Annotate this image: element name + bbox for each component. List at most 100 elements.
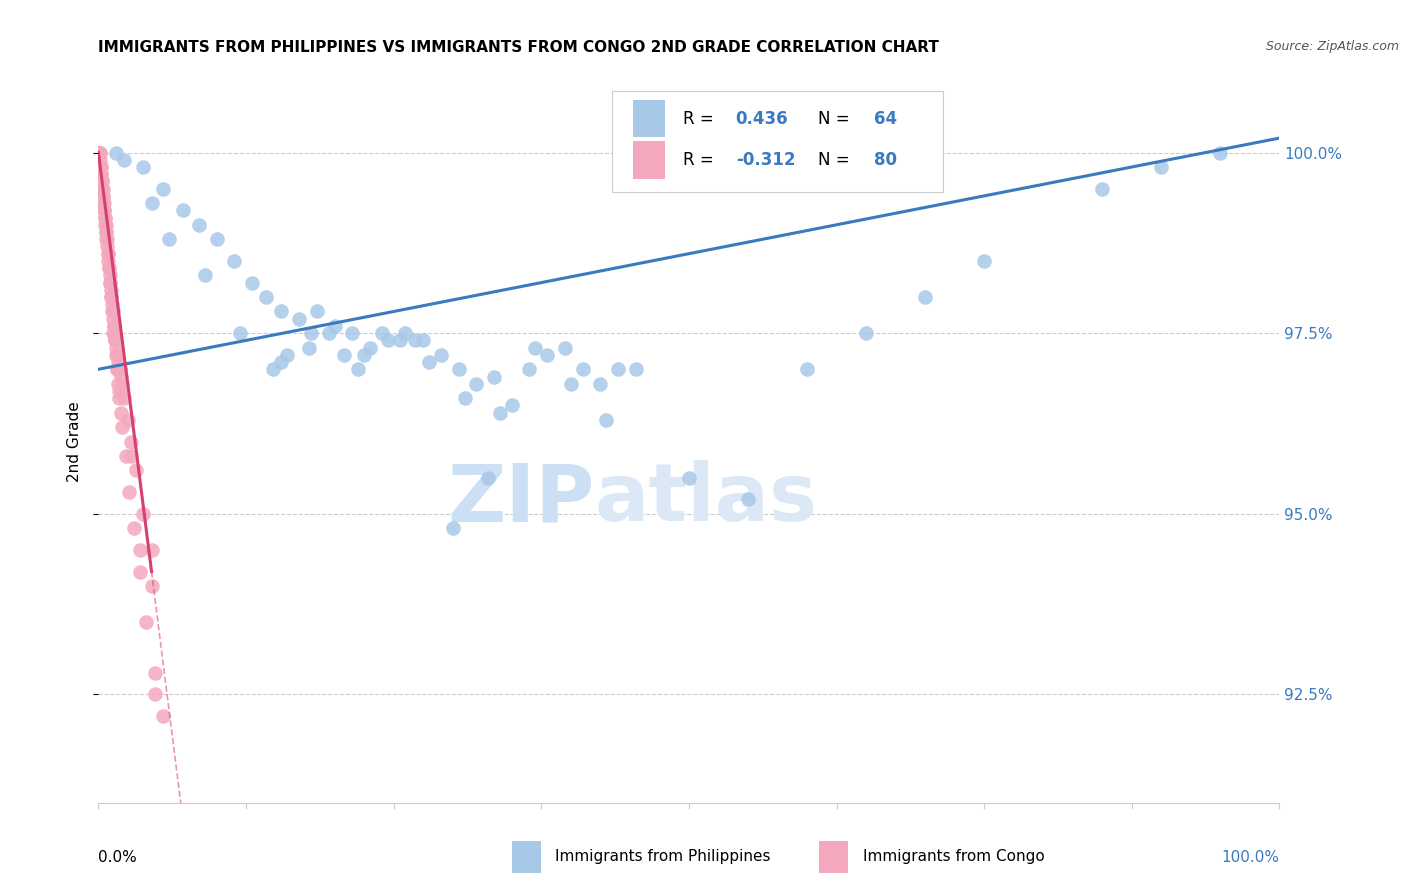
Text: 0.0%: 0.0% <box>98 850 138 864</box>
Point <box>110 369 132 384</box>
Point <box>105 362 128 376</box>
Point <box>100 290 122 304</box>
Point <box>141 196 163 211</box>
Point <box>112 153 135 167</box>
Point <box>93 196 115 211</box>
Point <box>104 334 127 348</box>
Point <box>394 326 416 341</box>
Point <box>117 413 139 427</box>
Text: R =: R = <box>682 151 718 169</box>
Point <box>100 290 122 304</box>
Point <box>482 369 505 384</box>
Text: N =: N = <box>818 151 855 169</box>
Point <box>914 290 936 304</box>
Point <box>205 232 228 246</box>
Point <box>254 290 277 304</box>
Point <box>194 268 217 283</box>
Point <box>121 449 143 463</box>
Point <box>855 326 877 341</box>
Point <box>796 362 818 376</box>
Point <box>132 507 155 521</box>
Point <box>430 348 453 362</box>
Point <box>121 434 143 449</box>
Point <box>305 304 328 318</box>
Point <box>125 463 148 477</box>
Point <box>89 145 111 160</box>
Point <box>299 326 322 341</box>
Point <box>90 160 112 174</box>
Text: 100.0%: 100.0% <box>1222 850 1279 864</box>
Y-axis label: 2nd Grade: 2nd Grade <box>66 401 82 482</box>
Point <box>224 253 246 268</box>
Point <box>262 362 284 376</box>
Point <box>489 406 512 420</box>
Point <box>270 355 292 369</box>
FancyBboxPatch shape <box>818 841 848 873</box>
Point <box>418 355 440 369</box>
Point <box>122 521 145 535</box>
Point <box>118 485 141 500</box>
Point <box>1091 182 1114 196</box>
Point <box>104 348 127 362</box>
Point <box>96 239 118 253</box>
Point <box>98 268 121 283</box>
Point <box>1209 145 1232 160</box>
Point <box>737 492 759 507</box>
Point <box>89 145 111 160</box>
Point <box>143 665 166 680</box>
Point <box>187 218 209 232</box>
Point <box>105 348 128 362</box>
Point <box>94 225 117 239</box>
Text: IMMIGRANTS FROM PHILIPPINES VS IMMIGRANTS FROM CONGO 2ND GRADE CORRELATION CHART: IMMIGRANTS FROM PHILIPPINES VS IMMIGRANT… <box>98 40 939 55</box>
Point <box>152 709 174 723</box>
Point <box>101 304 124 318</box>
FancyBboxPatch shape <box>634 100 665 137</box>
Point <box>111 420 134 434</box>
Point <box>519 362 541 376</box>
Point <box>108 384 131 398</box>
Point <box>91 174 114 188</box>
Text: 0.436: 0.436 <box>735 110 789 128</box>
Point <box>89 145 111 160</box>
Point <box>97 261 120 276</box>
Point <box>371 326 394 341</box>
Point <box>90 160 112 174</box>
Point <box>143 687 166 701</box>
Point <box>453 391 475 405</box>
Text: atlas: atlas <box>595 460 817 539</box>
Point <box>571 362 593 376</box>
Point <box>105 362 128 376</box>
FancyBboxPatch shape <box>612 91 943 193</box>
Text: ZIP: ZIP <box>447 460 595 539</box>
Point <box>141 542 163 557</box>
Point <box>560 376 582 391</box>
Point <box>94 218 117 232</box>
Point <box>441 521 464 535</box>
Point <box>97 246 120 260</box>
Point <box>93 203 115 218</box>
Point <box>91 182 114 196</box>
Point <box>90 167 112 181</box>
Point <box>91 182 114 196</box>
Point <box>288 311 311 326</box>
Point <box>141 579 163 593</box>
Point <box>87 145 110 160</box>
Point <box>103 318 125 333</box>
Point <box>104 334 127 348</box>
Text: Source: ZipAtlas.com: Source: ZipAtlas.com <box>1265 40 1399 54</box>
Point <box>107 355 129 369</box>
Point <box>412 334 434 348</box>
Point <box>465 376 488 391</box>
Point <box>94 225 117 239</box>
Point <box>94 218 117 232</box>
Point <box>100 283 122 297</box>
Point <box>103 318 125 333</box>
Text: N =: N = <box>818 110 855 128</box>
Text: Immigrants from Philippines: Immigrants from Philippines <box>555 849 770 864</box>
Point <box>132 160 155 174</box>
Point <box>98 276 121 290</box>
Point <box>270 304 292 318</box>
Text: 64: 64 <box>875 110 897 128</box>
Text: 80: 80 <box>875 151 897 169</box>
Text: R =: R = <box>682 110 718 128</box>
